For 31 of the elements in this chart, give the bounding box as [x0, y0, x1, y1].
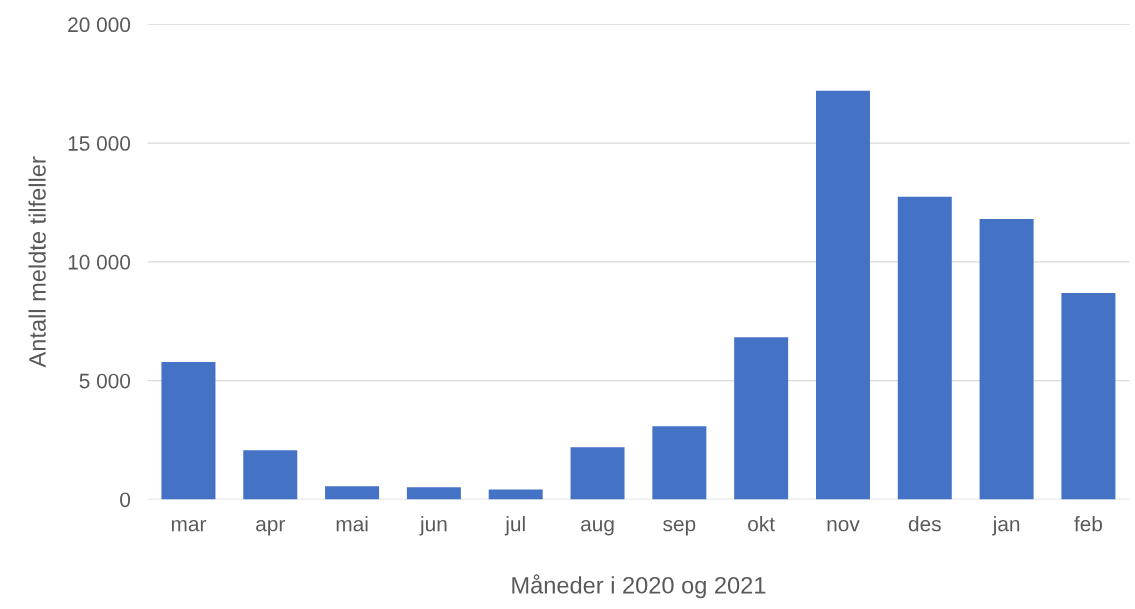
y-tick-label: 20 000	[68, 17, 131, 33]
x-tick-label: aug	[581, 519, 614, 536]
bar	[1061, 292, 1116, 500]
y-tick-label: 5 000	[79, 373, 131, 389]
y-tick-label: 10 000	[68, 254, 131, 270]
x-tick-label: apr	[256, 519, 285, 536]
bar	[570, 447, 625, 500]
x-tick-label: sep	[663, 519, 696, 536]
x-tick-label: jun	[419, 516, 447, 536]
y-tick-label: 15 000	[68, 136, 131, 151]
x-tick-label: mai	[336, 516, 368, 532]
x-tick-label: jan	[992, 516, 1020, 536]
x-tick-label: mar	[171, 519, 207, 532]
x-axis-title: Måneder i 2020 og 2021	[512, 574, 766, 599]
x-tick-label: feb	[1074, 516, 1103, 532]
bar	[815, 90, 870, 500]
x-tick-label: nov	[827, 519, 860, 532]
bar	[325, 486, 380, 500]
x-tick-label: okt	[748, 516, 775, 532]
bar	[979, 218, 1034, 500]
x-tick-label: des	[908, 516, 941, 532]
bar	[734, 337, 789, 500]
bar	[406, 487, 461, 500]
bar	[161, 362, 216, 500]
y-axis-title: Antall meldte tilfeller	[28, 156, 46, 368]
y-tick-label: 0	[120, 492, 131, 508]
x-tick-label: jul	[504, 516, 525, 536]
bar	[488, 489, 543, 500]
bar	[243, 450, 298, 500]
bar	[897, 196, 952, 500]
bar	[652, 426, 707, 500]
